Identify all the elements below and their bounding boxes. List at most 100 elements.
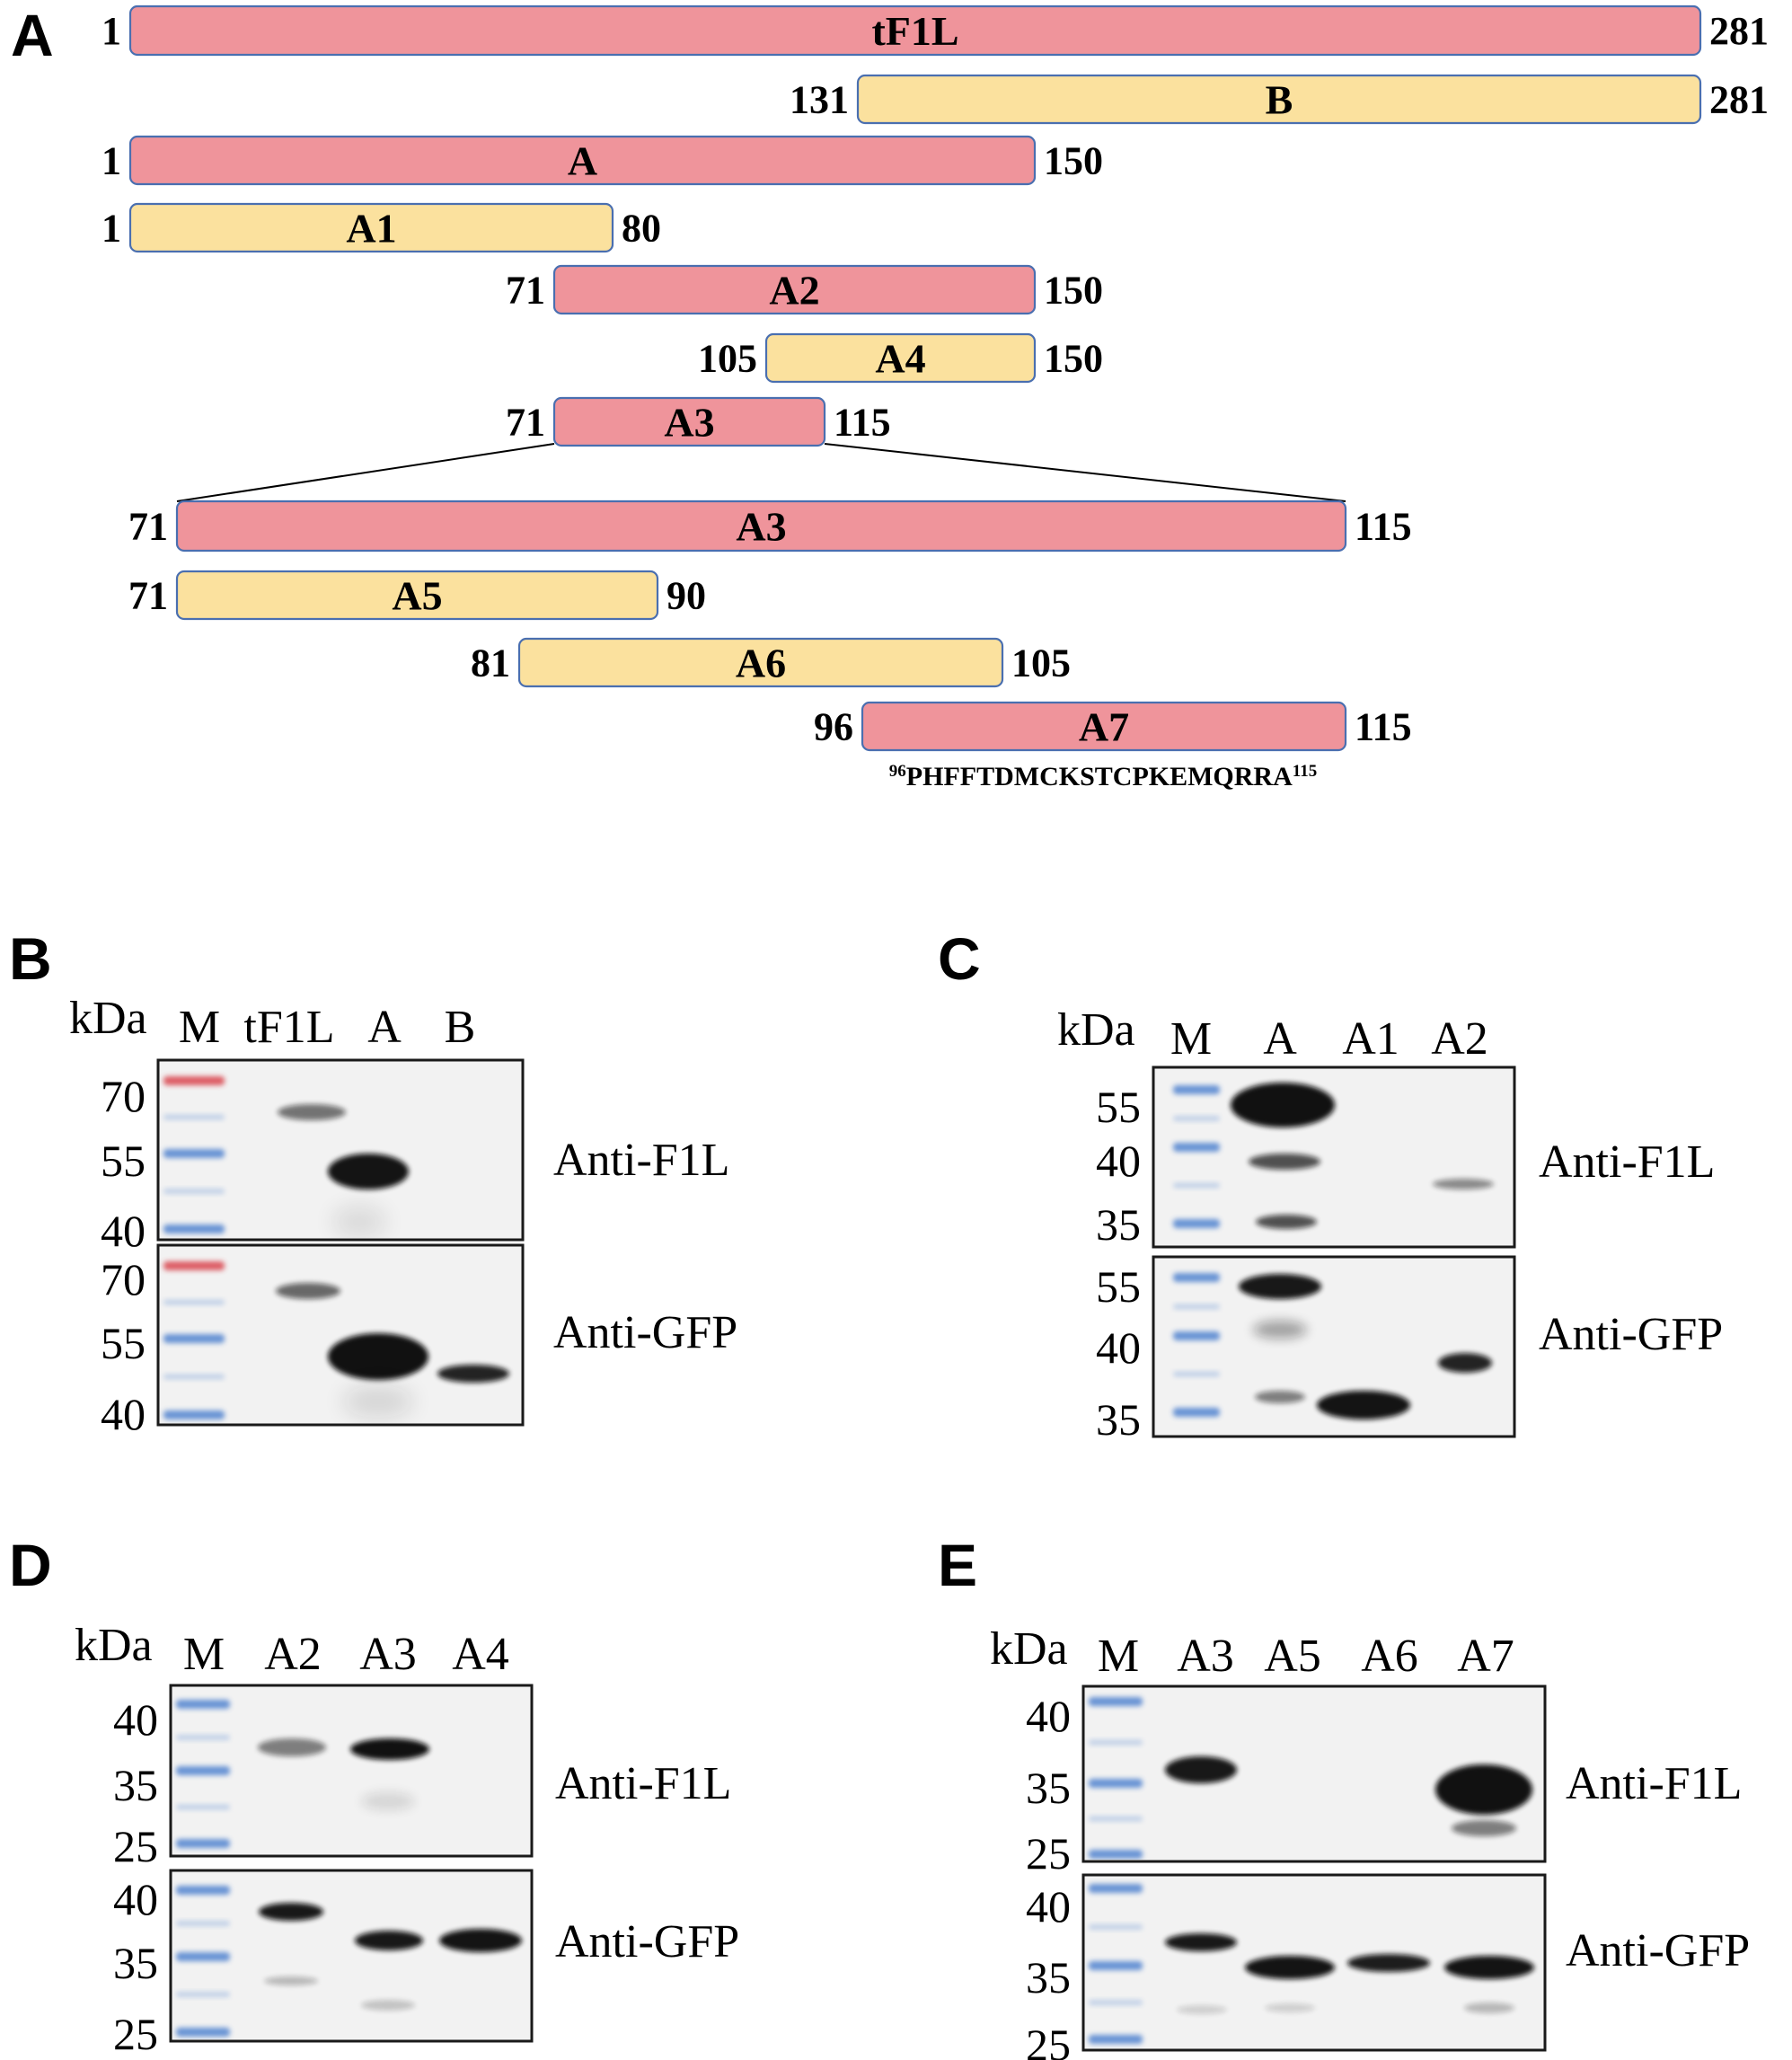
- membrane-bottom: [1081, 1873, 1547, 2052]
- panel-b-letter: B: [9, 925, 52, 992]
- kda-label: kDa: [1057, 1004, 1135, 1056]
- antibody-label: Anti-F1L: [553, 1135, 729, 1186]
- marker-band: [176, 1886, 230, 1895]
- lane-label-marker: M: [1098, 1631, 1139, 1682]
- construct-end: 90: [666, 574, 706, 618]
- mw-tick-label: 25: [113, 1821, 158, 1871]
- construct-end: 115: [834, 401, 891, 445]
- protein-band: [1433, 1179, 1494, 1189]
- construct-bar: [517, 637, 1004, 688]
- marker-band: [1173, 1408, 1220, 1417]
- membrane-top: [169, 1684, 534, 1858]
- mw-tick-label: 40: [101, 1206, 146, 1256]
- mw-tick-label: 40: [101, 1389, 146, 1439]
- construct-end: 80: [622, 207, 661, 251]
- lane-label: A7: [1457, 1631, 1514, 1682]
- protein-band: [278, 1104, 346, 1120]
- construct-a2: A2 71 150: [506, 264, 1103, 315]
- mw-tick-label: 35: [113, 1938, 158, 1988]
- mw-tick-label: 35: [1096, 1199, 1141, 1250]
- mw-tick-label: 55: [1096, 1082, 1141, 1132]
- construct-label: A2: [769, 268, 819, 314]
- antibody-label: Anti-GFP: [1566, 1925, 1750, 1976]
- construct-bar: [552, 264, 1037, 315]
- protein-band: [361, 1792, 415, 1810]
- protein-band: [276, 1283, 340, 1299]
- antibody-label: Anti-GFP: [555, 1916, 739, 1967]
- lane-label-marker: M: [183, 1629, 225, 1680]
- construct-a3: A3 71 115: [506, 396, 891, 447]
- construct-start: 81: [471, 641, 510, 685]
- marker-band-faint: [176, 1992, 230, 1997]
- protein-band: [332, 1206, 386, 1238]
- marker-band: [163, 1410, 225, 1419]
- panel-d-letter: D: [9, 1532, 52, 1598]
- marker-band: [1089, 1850, 1143, 1859]
- kda-label: kDa: [990, 1623, 1068, 1675]
- antibody-label: Anti-F1L: [555, 1758, 731, 1809]
- protein-band: [1438, 1353, 1492, 1373]
- construct-end: 115: [1355, 705, 1412, 749]
- marker-band: [163, 1334, 225, 1343]
- construct-end: 105: [1011, 641, 1071, 685]
- lane-label: A5: [1264, 1631, 1321, 1682]
- marker-band-faint: [1173, 1371, 1220, 1377]
- marker-band: [1089, 1697, 1143, 1706]
- lane-label: A3: [1177, 1631, 1234, 1682]
- membrane-frame: [169, 1869, 534, 2043]
- construct-label: A3: [736, 504, 786, 550]
- marker-band-faint: [163, 1114, 225, 1120]
- mw-tick-label: 35: [1026, 1952, 1071, 2003]
- construct-a1: A1 1 80: [102, 202, 661, 253]
- construct-a4: A4 105 150: [698, 332, 1103, 384]
- construct-end: 150: [1044, 337, 1103, 381]
- marker-band: [1173, 1219, 1220, 1228]
- marker-band-faint: [176, 1804, 230, 1810]
- construct-start: 71: [128, 505, 168, 549]
- lane-label-marker: M: [179, 1002, 220, 1053]
- construct-bar: [175, 500, 1347, 553]
- marker-band: [1173, 1273, 1220, 1282]
- construct-label: A3: [664, 400, 714, 446]
- protein-band: [1231, 1083, 1335, 1127]
- marker-band: [163, 1076, 225, 1085]
- protein-band: [1256, 1215, 1317, 1229]
- protein-band: [437, 1365, 509, 1383]
- marker-band: [176, 1766, 230, 1775]
- protein-band: [1165, 1756, 1237, 1783]
- mw-tick-label: 55: [101, 1318, 146, 1368]
- marker-band-faint: [176, 1921, 230, 1926]
- mw-tick-label: 40: [113, 1694, 158, 1745]
- protein-band: [355, 1931, 423, 1950]
- lane-label: B: [445, 1002, 476, 1053]
- membrane-bottom: [169, 1869, 534, 2043]
- lane-label: A3: [359, 1629, 417, 1680]
- antibody-label: Anti-F1L: [1539, 1136, 1715, 1188]
- marker-band-faint: [163, 1189, 225, 1194]
- protein-band: [1165, 1933, 1237, 1951]
- protein-band: [1255, 1391, 1305, 1403]
- marker-band: [1173, 1085, 1220, 1094]
- protein-band: [258, 1738, 326, 1756]
- lane-label: A: [1263, 1013, 1297, 1065]
- zoom-line-left: [176, 443, 555, 502]
- construct-label: A6: [736, 641, 786, 686]
- membrane-frame: [1152, 1065, 1516, 1249]
- zoom-construct-a7: A7 96 115: [814, 701, 1412, 752]
- mw-tick-label: 55: [101, 1136, 146, 1186]
- antibody-label: Anti-GFP: [1539, 1309, 1723, 1360]
- protein-band: [328, 1154, 409, 1189]
- construct-end: 281: [1709, 78, 1769, 122]
- membrane-top: [1081, 1684, 1547, 1863]
- construct-start: 71: [506, 269, 545, 313]
- lane-label: A2: [1431, 1013, 1488, 1065]
- construct-label: A4: [875, 336, 925, 382]
- protein-band: [328, 1333, 428, 1380]
- construct-tf1l: tF1L 1 281: [102, 4, 1769, 57]
- protein-band: [1177, 2005, 1227, 2014]
- construct-bar: [552, 396, 826, 447]
